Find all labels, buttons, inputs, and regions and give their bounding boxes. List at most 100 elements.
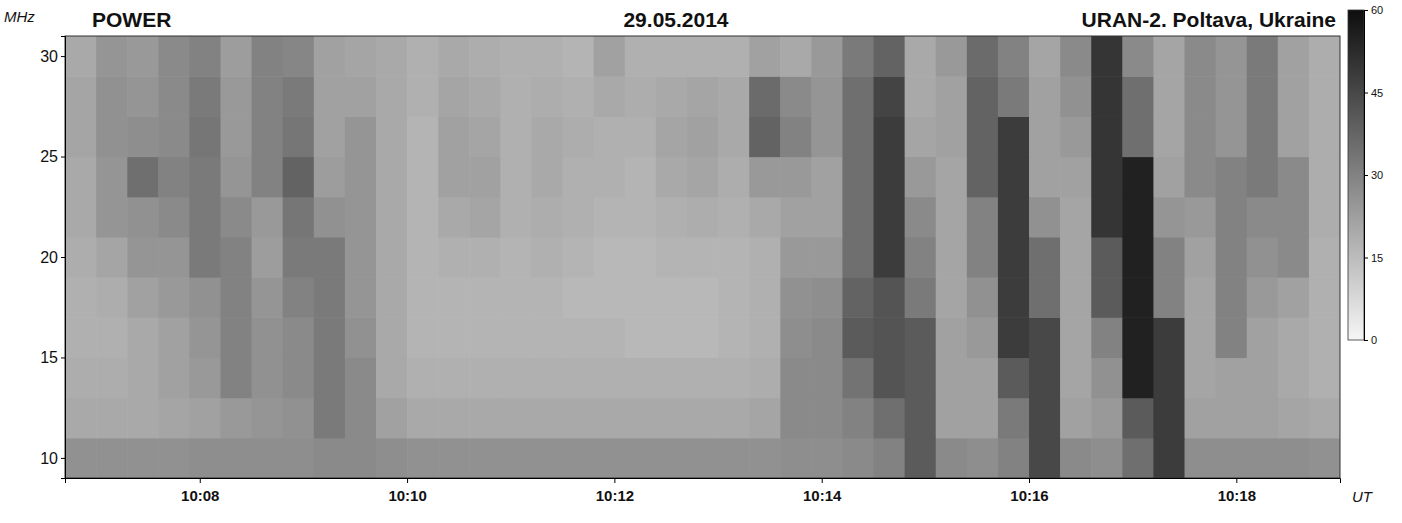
cell (1029, 197, 1061, 238)
cell (625, 357, 657, 398)
cell (96, 76, 128, 117)
cell (1060, 398, 1092, 439)
cell (158, 116, 190, 157)
cell (407, 116, 439, 157)
y-tick: 20 (40, 249, 65, 266)
cell (1122, 438, 1154, 478)
cell (687, 438, 719, 478)
x-tick: 10:12 (596, 478, 634, 504)
cell (594, 116, 626, 157)
cell (1185, 317, 1217, 358)
x-tick-mark (200, 478, 201, 483)
cell (438, 398, 470, 439)
cell (376, 317, 408, 358)
cell (127, 438, 159, 478)
cell (1247, 76, 1279, 117)
cell (1247, 197, 1279, 238)
cell (874, 438, 906, 478)
y-tick-mark (61, 257, 65, 258)
cell (96, 357, 128, 398)
cell (563, 317, 595, 358)
cell (407, 357, 439, 398)
cell (1247, 398, 1279, 439)
cell (998, 237, 1030, 278)
cell (842, 237, 874, 278)
cell (687, 157, 719, 198)
cell (1309, 438, 1340, 478)
cell (376, 357, 408, 398)
cell (718, 317, 750, 358)
cell (283, 157, 315, 198)
cell (842, 36, 874, 77)
cell (656, 36, 688, 77)
cell (127, 237, 159, 278)
cell (158, 277, 190, 318)
cell (749, 76, 781, 117)
cell (811, 237, 843, 278)
cell (1122, 76, 1154, 117)
cell (1029, 237, 1061, 278)
cell (531, 438, 563, 478)
cell (1309, 317, 1340, 358)
cell (594, 157, 626, 198)
cell (1091, 357, 1123, 398)
x-tick-mark (407, 478, 408, 483)
cell (252, 398, 284, 439)
cell (1153, 157, 1185, 198)
cell (1216, 197, 1248, 238)
cell (1153, 357, 1185, 398)
cell (874, 277, 906, 318)
cell (314, 116, 346, 157)
cell (127, 36, 159, 77)
cell (687, 237, 719, 278)
y-tick-label: 10 (40, 450, 58, 467)
cell (1029, 76, 1061, 117)
cell (594, 36, 626, 77)
cell (500, 277, 532, 318)
cell (936, 197, 968, 238)
cell (656, 237, 688, 278)
cell (189, 398, 221, 439)
cell (936, 36, 968, 77)
cell (1216, 317, 1248, 358)
cell (1309, 157, 1340, 198)
cell (749, 398, 781, 439)
cell (127, 197, 159, 238)
colorbar-tick-mark (1364, 340, 1368, 341)
cell (438, 157, 470, 198)
cell (376, 157, 408, 198)
cell (1185, 438, 1217, 478)
cell (127, 357, 159, 398)
x-tick: 10:10 (388, 478, 426, 504)
cell (656, 398, 688, 439)
cell (967, 157, 999, 198)
cell (376, 398, 408, 439)
cell (1091, 76, 1123, 117)
cell (967, 76, 999, 117)
cell (407, 277, 439, 318)
cell (1060, 36, 1092, 77)
cell (780, 197, 812, 238)
cell (220, 237, 252, 278)
cell (1122, 197, 1154, 238)
cell (1185, 76, 1217, 117)
cell (811, 157, 843, 198)
cell (998, 398, 1030, 439)
cell (96, 116, 128, 157)
cell (718, 357, 750, 398)
cell (1216, 398, 1248, 439)
cell (65, 398, 97, 439)
cell (220, 36, 252, 77)
cell (1029, 357, 1061, 398)
cell (96, 36, 128, 77)
cell (283, 76, 315, 117)
cell (1185, 398, 1217, 439)
cell (811, 438, 843, 478)
cell (1029, 317, 1061, 358)
cell (687, 76, 719, 117)
cell (1185, 116, 1217, 157)
cell (749, 438, 781, 478)
cell (158, 438, 190, 478)
cell (220, 357, 252, 398)
cell (656, 157, 688, 198)
